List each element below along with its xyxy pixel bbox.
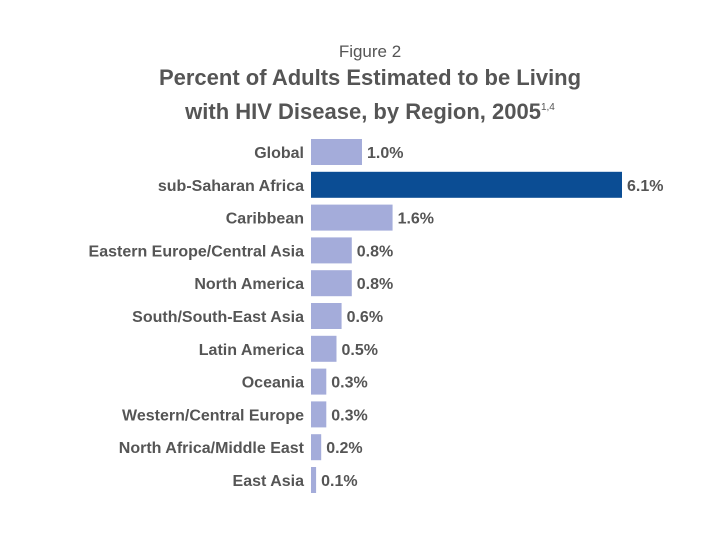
bar xyxy=(311,335,337,362)
bar xyxy=(311,401,327,428)
title-superscript: 1,4 xyxy=(540,102,555,113)
category-label: Global xyxy=(254,145,304,162)
value-label: 0.6% xyxy=(347,309,383,326)
bar xyxy=(311,303,342,329)
figure-label: Figure 2 xyxy=(338,42,402,61)
value-label: 1.6% xyxy=(398,211,434,228)
chart-title: Percent of Adults Estimated to be Living… xyxy=(0,63,720,127)
value-label: 0.8% xyxy=(357,276,393,293)
bar xyxy=(311,270,352,297)
value-label: 0.8% xyxy=(357,243,393,260)
chart-title-line-2: with HIV Disease, by Region, 20051,4 xyxy=(0,93,720,127)
category-label: North America xyxy=(194,276,304,293)
category-label: Latin America xyxy=(199,342,304,359)
bar xyxy=(311,139,362,165)
bar xyxy=(311,434,322,461)
chart-title-line-2-text: with HIV Disease, by Region, 2005 xyxy=(185,99,541,124)
value-label: 0.5% xyxy=(341,342,377,359)
category-label: Oceania xyxy=(242,375,304,392)
value-label: 6.1% xyxy=(627,178,663,195)
value-label: 0.3% xyxy=(331,407,367,424)
category-label: East Asia xyxy=(233,473,305,490)
bar xyxy=(311,204,393,231)
value-label: 0.2% xyxy=(326,440,362,457)
category-label: Eastern Europe/Central Asia xyxy=(89,243,305,260)
value-label: 0.1% xyxy=(321,473,357,490)
value-label: 0.3% xyxy=(331,375,367,392)
bar xyxy=(311,171,622,198)
category-label: South/South-East Asia xyxy=(132,309,304,326)
chart-title-line-1: Percent of Adults Estimated to be Living xyxy=(158,65,582,90)
value-label: 1.0% xyxy=(367,145,403,162)
category-label: Caribbean xyxy=(226,211,304,228)
bar xyxy=(311,237,352,264)
category-label: Western/Central Europe xyxy=(122,407,304,424)
bar xyxy=(311,368,327,395)
bar xyxy=(311,467,317,493)
category-label: sub-Saharan Africa xyxy=(158,178,304,195)
category-label: North Africa/Middle East xyxy=(119,440,305,457)
